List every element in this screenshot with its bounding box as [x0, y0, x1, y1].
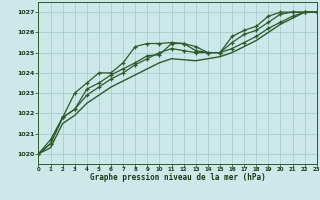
X-axis label: Graphe pression niveau de la mer (hPa): Graphe pression niveau de la mer (hPa)	[90, 173, 266, 182]
